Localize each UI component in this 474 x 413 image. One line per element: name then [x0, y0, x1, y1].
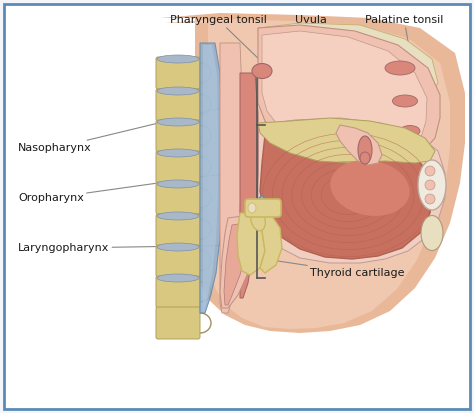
Text: Epiglottis: Epiglottis	[268, 228, 377, 253]
Polygon shape	[258, 118, 445, 263]
Ellipse shape	[418, 160, 446, 210]
FancyBboxPatch shape	[156, 120, 200, 152]
Polygon shape	[203, 45, 218, 313]
Ellipse shape	[157, 212, 199, 220]
Polygon shape	[200, 43, 222, 313]
Ellipse shape	[421, 216, 443, 251]
Polygon shape	[224, 223, 250, 305]
Polygon shape	[220, 215, 260, 308]
Text: Laryngopharynx: Laryngopharynx	[18, 243, 258, 253]
Ellipse shape	[385, 61, 415, 75]
Text: Nasopharynx: Nasopharynx	[18, 99, 258, 153]
Polygon shape	[237, 213, 265, 275]
FancyBboxPatch shape	[156, 214, 200, 246]
Ellipse shape	[400, 126, 420, 137]
Polygon shape	[262, 31, 427, 161]
Polygon shape	[240, 73, 258, 298]
Ellipse shape	[157, 149, 199, 157]
Text: Pharyngeal tonsil: Pharyngeal tonsil	[170, 15, 267, 63]
Ellipse shape	[157, 243, 199, 251]
Polygon shape	[245, 195, 270, 233]
Polygon shape	[260, 128, 432, 259]
Ellipse shape	[330, 160, 410, 216]
FancyBboxPatch shape	[156, 307, 200, 339]
Polygon shape	[160, 13, 465, 333]
Text: Thyroid cartilage: Thyroid cartilage	[258, 258, 404, 278]
Ellipse shape	[392, 95, 418, 107]
Ellipse shape	[157, 274, 199, 282]
Polygon shape	[250, 213, 282, 273]
Polygon shape	[165, 19, 450, 329]
Ellipse shape	[358, 136, 372, 164]
Polygon shape	[258, 25, 440, 165]
Text: Uvula: Uvula	[295, 15, 365, 151]
Ellipse shape	[157, 180, 199, 188]
Ellipse shape	[157, 55, 199, 63]
FancyBboxPatch shape	[156, 245, 200, 277]
FancyBboxPatch shape	[156, 151, 200, 183]
Ellipse shape	[425, 166, 435, 176]
Ellipse shape	[248, 203, 256, 213]
FancyBboxPatch shape	[156, 89, 200, 121]
Ellipse shape	[252, 64, 272, 78]
Ellipse shape	[157, 87, 199, 95]
Ellipse shape	[157, 118, 199, 126]
FancyBboxPatch shape	[156, 276, 200, 308]
Ellipse shape	[251, 209, 265, 231]
Polygon shape	[220, 43, 242, 313]
Text: Oropharynx: Oropharynx	[18, 169, 258, 203]
Polygon shape	[336, 125, 382, 165]
Ellipse shape	[360, 152, 370, 164]
FancyBboxPatch shape	[245, 199, 281, 217]
Text: Palatine tonsil: Palatine tonsil	[365, 15, 443, 173]
Text: Hyoid bone: Hyoid bone	[278, 208, 388, 231]
FancyBboxPatch shape	[156, 182, 200, 214]
Ellipse shape	[425, 180, 435, 190]
Ellipse shape	[425, 194, 435, 204]
Polygon shape	[258, 23, 438, 91]
Polygon shape	[258, 118, 435, 163]
FancyBboxPatch shape	[156, 57, 200, 89]
